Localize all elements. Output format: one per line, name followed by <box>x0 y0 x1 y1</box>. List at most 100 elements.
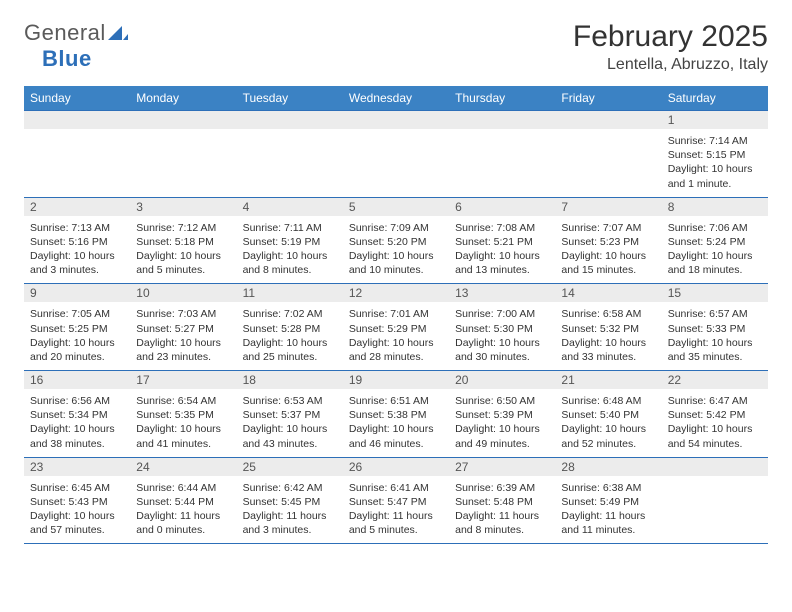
day-cell-top: 26 <box>343 457 449 476</box>
day-cell-top: 24 <box>130 457 236 476</box>
day-cell-top: 28 <box>555 457 661 476</box>
day-details: Sunrise: 6:39 AMSunset: 5:48 PMDaylight:… <box>453 479 551 538</box>
week-daynum-row: 1 <box>24 111 768 130</box>
day-cell <box>343 129 449 197</box>
day-header-row: SundayMondayTuesdayWednesdayThursdayFrid… <box>24 86 768 111</box>
day-cell <box>555 129 661 197</box>
sunset-text: Sunset: 5:42 PM <box>668 408 762 422</box>
day-cell: Sunrise: 7:12 AMSunset: 5:18 PMDaylight:… <box>130 216 236 284</box>
day-cell: Sunrise: 6:57 AMSunset: 5:33 PMDaylight:… <box>662 302 768 370</box>
day-number: 7 <box>555 198 661 216</box>
logo-text-2: Blue <box>42 46 92 71</box>
sunset-text: Sunset: 5:19 PM <box>243 235 337 249</box>
day-cell-top <box>555 111 661 130</box>
day-details: Sunrise: 6:57 AMSunset: 5:33 PMDaylight:… <box>666 305 764 364</box>
day-number: 18 <box>237 371 343 389</box>
day-details <box>347 132 445 188</box>
sunrise-text: Sunrise: 7:00 AM <box>455 307 549 321</box>
day-number: 16 <box>24 371 130 389</box>
daylight-text: Daylight: 10 hours and 38 minutes. <box>30 422 124 450</box>
daylight-text: Daylight: 10 hours and 10 minutes. <box>349 249 443 277</box>
daylight-text: Daylight: 10 hours and 35 minutes. <box>668 336 762 364</box>
daylight-text: Daylight: 10 hours and 43 minutes. <box>243 422 337 450</box>
sunrise-text: Sunrise: 6:54 AM <box>136 394 230 408</box>
daylight-text: Daylight: 10 hours and 54 minutes. <box>668 422 762 450</box>
day-details: Sunrise: 7:02 AMSunset: 5:28 PMDaylight:… <box>241 305 339 364</box>
daylight-text: Daylight: 10 hours and 28 minutes. <box>349 336 443 364</box>
daylight-text: Daylight: 10 hours and 8 minutes. <box>243 249 337 277</box>
day-cell-top: 13 <box>449 284 555 303</box>
logo: General Blue <box>24 20 128 72</box>
day-cell-top: 14 <box>555 284 661 303</box>
day-cell-top <box>662 457 768 476</box>
day-cell-top: 18 <box>237 371 343 390</box>
day-cell-top: 5 <box>343 197 449 216</box>
day-details: Sunrise: 6:51 AMSunset: 5:38 PMDaylight:… <box>347 392 445 451</box>
day-cell-top: 6 <box>449 197 555 216</box>
day-number: 15 <box>662 284 768 302</box>
day-cell-top: 16 <box>24 371 130 390</box>
sunset-text: Sunset: 5:33 PM <box>668 322 762 336</box>
day-details: Sunrise: 7:12 AMSunset: 5:18 PMDaylight:… <box>134 219 232 278</box>
day-cell: Sunrise: 6:53 AMSunset: 5:37 PMDaylight:… <box>237 389 343 457</box>
sunset-text: Sunset: 5:37 PM <box>243 408 337 422</box>
day-number: 1 <box>662 111 768 129</box>
day-cell: Sunrise: 7:13 AMSunset: 5:16 PMDaylight:… <box>24 216 130 284</box>
daylight-text: Daylight: 10 hours and 5 minutes. <box>136 249 230 277</box>
month-title: February 2025 <box>573 20 768 54</box>
day-details: Sunrise: 6:50 AMSunset: 5:39 PMDaylight:… <box>453 392 551 451</box>
sunrise-text: Sunrise: 6:47 AM <box>668 394 762 408</box>
day-cell: Sunrise: 6:41 AMSunset: 5:47 PMDaylight:… <box>343 476 449 544</box>
daylight-text: Daylight: 10 hours and 57 minutes. <box>30 509 124 537</box>
day-cell <box>130 129 236 197</box>
sunset-text: Sunset: 5:48 PM <box>455 495 549 509</box>
sunset-text: Sunset: 5:32 PM <box>561 322 655 336</box>
day-cell-top: 8 <box>662 197 768 216</box>
day-cell-top: 2 <box>24 197 130 216</box>
day-details: Sunrise: 7:11 AMSunset: 5:19 PMDaylight:… <box>241 219 339 278</box>
day-details: Sunrise: 6:53 AMSunset: 5:37 PMDaylight:… <box>241 392 339 451</box>
sunset-text: Sunset: 5:28 PM <box>243 322 337 336</box>
sunrise-text: Sunrise: 6:45 AM <box>30 481 124 495</box>
day-cell-top: 25 <box>237 457 343 476</box>
sunset-text: Sunset: 5:44 PM <box>136 495 230 509</box>
sunset-text: Sunset: 5:21 PM <box>455 235 549 249</box>
day-details: Sunrise: 7:06 AMSunset: 5:24 PMDaylight:… <box>666 219 764 278</box>
day-number: 5 <box>343 198 449 216</box>
day-number: 17 <box>130 371 236 389</box>
week-details-row: Sunrise: 7:05 AMSunset: 5:25 PMDaylight:… <box>24 302 768 370</box>
day-cell <box>662 476 768 544</box>
day-details: Sunrise: 6:56 AMSunset: 5:34 PMDaylight:… <box>28 392 126 451</box>
day-cell: Sunrise: 6:51 AMSunset: 5:38 PMDaylight:… <box>343 389 449 457</box>
week-daynum-row: 9101112131415 <box>24 284 768 303</box>
week-details-row: Sunrise: 7:14 AMSunset: 5:15 PMDaylight:… <box>24 129 768 197</box>
day-number <box>555 111 661 129</box>
day-cell-top: 1 <box>662 111 768 130</box>
day-number: 23 <box>24 458 130 476</box>
sunset-text: Sunset: 5:49 PM <box>561 495 655 509</box>
day-details: Sunrise: 6:38 AMSunset: 5:49 PMDaylight:… <box>559 479 657 538</box>
week-details-row: Sunrise: 6:45 AMSunset: 5:43 PMDaylight:… <box>24 476 768 544</box>
day-details: Sunrise: 6:45 AMSunset: 5:43 PMDaylight:… <box>28 479 126 538</box>
logo-sail-icon <box>108 20 128 46</box>
sunset-text: Sunset: 5:43 PM <box>30 495 124 509</box>
day-cell-top: 21 <box>555 371 661 390</box>
sunrise-text: Sunrise: 7:12 AM <box>136 221 230 235</box>
sunrise-text: Sunrise: 6:44 AM <box>136 481 230 495</box>
day-number: 24 <box>130 458 236 476</box>
sunset-text: Sunset: 5:34 PM <box>30 408 124 422</box>
sunrise-text: Sunrise: 7:02 AM <box>243 307 337 321</box>
day-header: Thursday <box>449 86 555 111</box>
day-cell: Sunrise: 7:00 AMSunset: 5:30 PMDaylight:… <box>449 302 555 370</box>
day-cell-top: 23 <box>24 457 130 476</box>
sunset-text: Sunset: 5:29 PM <box>349 322 443 336</box>
day-details: Sunrise: 6:42 AMSunset: 5:45 PMDaylight:… <box>241 479 339 538</box>
sunrise-text: Sunrise: 7:11 AM <box>243 221 337 235</box>
day-details: Sunrise: 7:01 AMSunset: 5:29 PMDaylight:… <box>347 305 445 364</box>
sunset-text: Sunset: 5:18 PM <box>136 235 230 249</box>
day-cell: Sunrise: 6:47 AMSunset: 5:42 PMDaylight:… <box>662 389 768 457</box>
daylight-text: Daylight: 10 hours and 13 minutes. <box>455 249 549 277</box>
day-number: 21 <box>555 371 661 389</box>
sunrise-text: Sunrise: 7:06 AM <box>668 221 762 235</box>
day-number <box>237 111 343 129</box>
